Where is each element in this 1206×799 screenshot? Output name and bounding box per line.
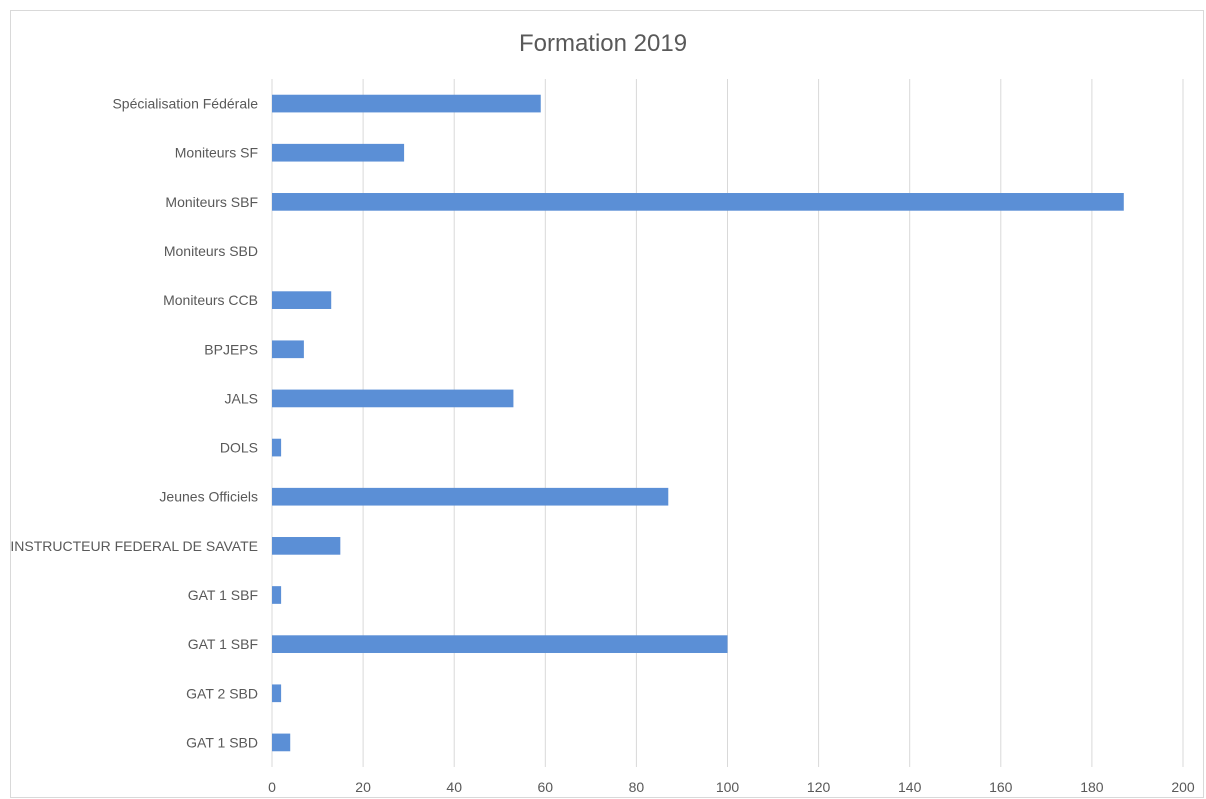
category-label: Spécialisation Fédérale bbox=[112, 96, 258, 112]
category-label: BPJEPS bbox=[204, 341, 258, 357]
x-tick-label: 40 bbox=[446, 779, 462, 795]
category-label: Moniteurs SF bbox=[175, 145, 258, 161]
bar bbox=[272, 733, 291, 752]
bar bbox=[272, 438, 282, 457]
bar bbox=[272, 389, 514, 408]
x-tick-label: 200 bbox=[1171, 779, 1195, 795]
category-label: GAT 1 SBD bbox=[186, 734, 258, 750]
category-label: INSTRUCTEUR FEDERAL DE SAVATE bbox=[10, 538, 258, 554]
bar bbox=[272, 94, 541, 113]
x-tick-label: 100 bbox=[716, 779, 740, 795]
x-tick-label: 80 bbox=[629, 779, 645, 795]
x-tick-label: 180 bbox=[1080, 779, 1104, 795]
category-label: Moniteurs CCB bbox=[163, 292, 258, 308]
bar bbox=[272, 586, 282, 604]
bar bbox=[272, 487, 669, 506]
category-label: GAT 1 SBF bbox=[188, 587, 258, 603]
x-tick-label: 60 bbox=[538, 779, 554, 795]
category-label: GAT 2 SBD bbox=[186, 685, 258, 701]
bar bbox=[272, 291, 332, 309]
category-label: Moniteurs SBF bbox=[165, 194, 258, 210]
category-label: GAT 1 SBF bbox=[188, 636, 258, 652]
bar bbox=[272, 340, 304, 359]
x-tick-label: 120 bbox=[807, 779, 831, 795]
category-label: JALS bbox=[225, 390, 258, 406]
category-label: Jeunes Officiels bbox=[159, 489, 258, 505]
bar bbox=[272, 193, 1124, 211]
bar bbox=[272, 537, 341, 555]
bar bbox=[272, 143, 405, 162]
x-tick-label: 160 bbox=[989, 779, 1013, 795]
chart-frame bbox=[10, 10, 1204, 798]
x-tick-label: 0 bbox=[268, 779, 276, 795]
bar bbox=[272, 684, 282, 703]
category-label: DOLS bbox=[220, 440, 258, 456]
x-tick-label: 140 bbox=[898, 779, 922, 795]
chart-title: Formation 2019 bbox=[518, 30, 688, 57]
category-label: Moniteurs SBD bbox=[164, 243, 258, 259]
bar bbox=[272, 635, 728, 653]
x-tick-label: 20 bbox=[355, 779, 371, 795]
